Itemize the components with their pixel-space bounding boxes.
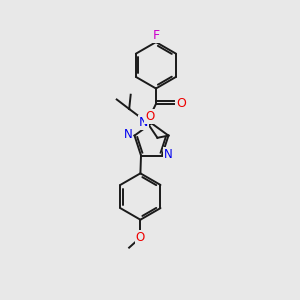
Text: O: O bbox=[146, 110, 154, 123]
Text: O: O bbox=[136, 231, 145, 244]
Text: F: F bbox=[152, 29, 160, 42]
Text: N: N bbox=[164, 148, 173, 161]
Text: N: N bbox=[124, 128, 132, 142]
Text: N: N bbox=[139, 116, 148, 129]
Text: O: O bbox=[176, 98, 186, 110]
